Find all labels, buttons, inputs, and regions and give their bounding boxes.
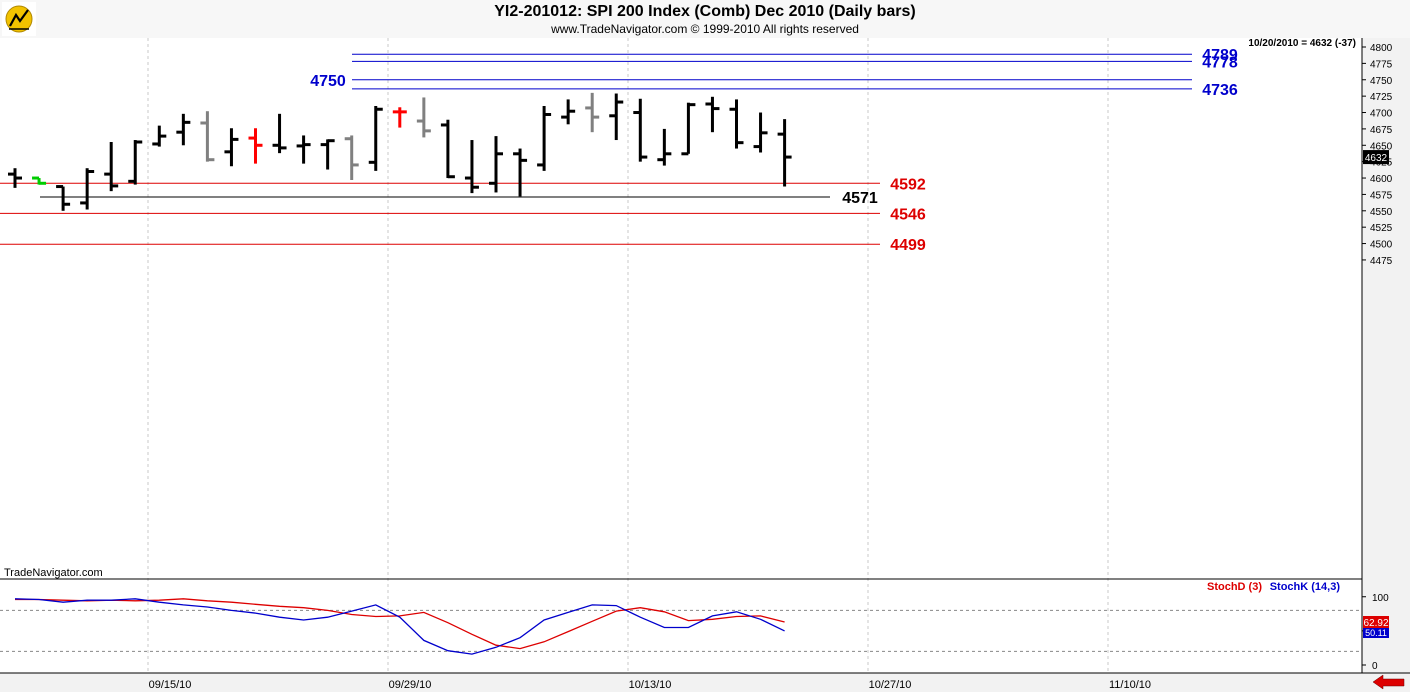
x-tick-label: 11/10/10 [1109,679,1151,691]
legend-stochk: StochK (14,3) [1270,581,1341,593]
stochd-value-badge [1363,616,1389,628]
stochk-value-label: 50.11 [1365,628,1387,638]
scroll-left-arrow-icon[interactable] [1372,674,1405,690]
y-tick-label: 4800 [1370,43,1393,54]
level-label: 4736 [1202,82,1238,99]
level-label: 4546 [890,206,926,223]
last-price-label: 4632 [1365,153,1388,164]
chart-subtitle: www.TradeNavigator.com © 1999-2010 All r… [551,22,859,36]
watermark-text: TradeNavigator.com [4,567,103,579]
y-tick-label: 4700 [1370,109,1393,120]
level-label: 4592 [890,176,926,193]
level-label: 4499 [890,237,926,254]
time-axis [0,673,1410,692]
x-tick-label: 09/15/10 [149,679,192,691]
level-label: 4789 [1202,47,1238,64]
price-panel [0,38,1362,578]
y-tick-label: 4525 [1370,223,1393,234]
status-readout: 10/20/2010 = 4632 (-37) [1248,38,1356,49]
trade-navigator-logo-icon[interactable] [2,2,36,36]
y-tick-label: 4500 [1370,240,1393,251]
legend-stochd: StochD (3) [1207,581,1262,593]
last-price-badge [1363,150,1389,165]
x-tick-label: 10/13/10 [629,679,672,691]
stoch-y-tick-label: 100 [1372,593,1389,604]
chart-header: YI2-201012: SPI 200 Index (Comb) Dec 201… [0,0,1410,38]
chart-title: YI2-201012: SPI 200 Index (Comb) Dec 201… [494,3,916,20]
y-tick-label: 4650 [1370,141,1393,152]
y-tick-label: 4575 [1370,190,1393,201]
y-tick-label: 4600 [1370,174,1393,185]
stoch-y-tick-label: 0 [1372,661,1378,672]
stochd-line [15,598,785,650]
level-label: 4778 [1202,54,1238,71]
y-tick-label: 4775 [1370,59,1393,70]
stochk-value-badge [1363,628,1389,638]
stochd-value-label: 62.92 [1363,618,1388,629]
y-tick-label: 4475 [1370,256,1393,267]
stochastic-panel [0,580,1362,673]
price-axis [1362,38,1410,673]
x-tick-label: 10/27/10 [869,679,912,691]
y-tick-label: 4725 [1370,92,1393,103]
level-label: 4571 [842,190,878,207]
level-label: 4750 [310,73,346,90]
y-tick-label: 4750 [1370,76,1393,87]
y-tick-label: 4675 [1370,125,1393,136]
x-tick-label: 09/29/10 [389,679,432,691]
stochk-line [14,598,785,655]
y-tick-label: 4550 [1370,207,1393,218]
